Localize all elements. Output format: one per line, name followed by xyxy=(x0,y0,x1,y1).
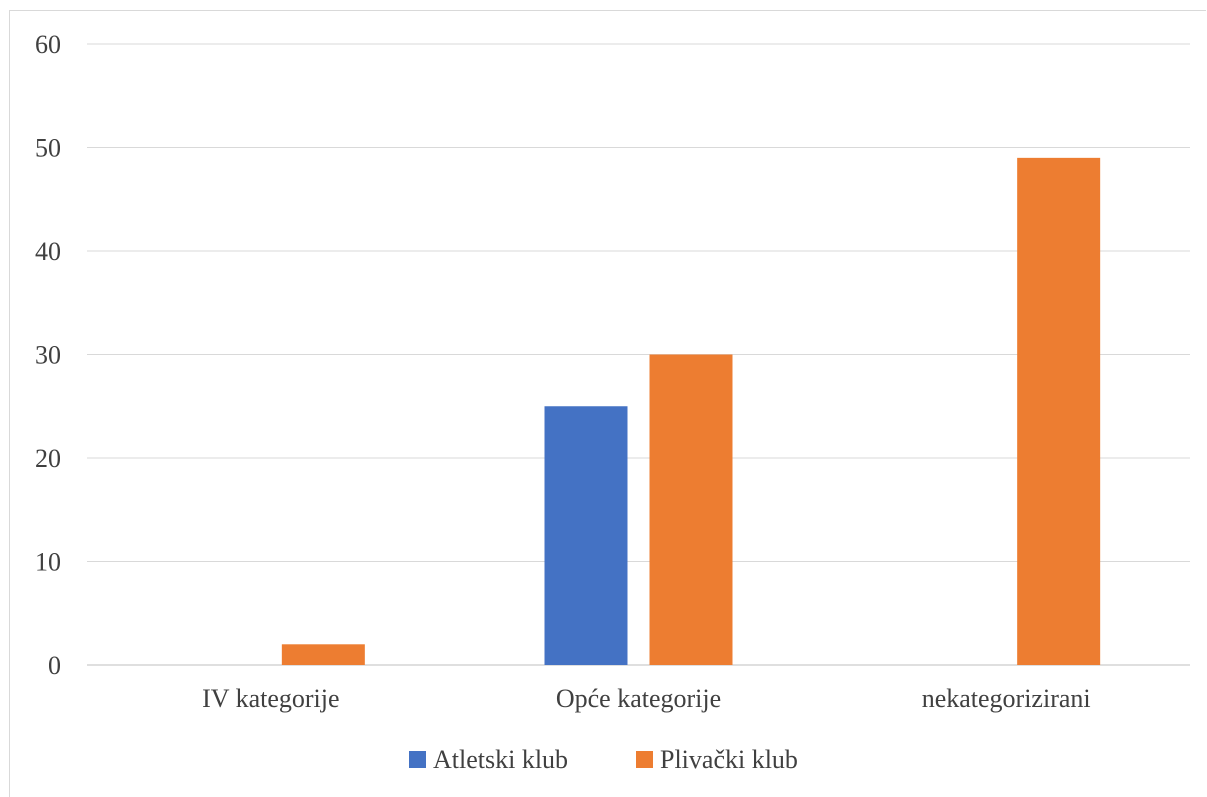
legend-item: Atletski klub xyxy=(409,745,568,774)
y-tick-label: 50 xyxy=(35,134,61,163)
chart-frame xyxy=(9,10,1206,797)
x-tick-label: IV kategorije xyxy=(202,684,339,713)
bars xyxy=(281,157,1101,665)
y-tick-label: 20 xyxy=(35,444,61,473)
y-tick-label: 0 xyxy=(48,651,61,680)
legend-label: Atletski klub xyxy=(433,745,568,774)
x-axis-category-labels: IV kategorije Opće kategorije nekategorizi… xyxy=(202,684,1091,713)
legend: Atletski klub Plivački klub xyxy=(409,745,798,774)
legend-swatch xyxy=(409,751,426,768)
x-tick-label: nekategorizirani xyxy=(922,684,1091,713)
legend-label: Plivački klub xyxy=(660,745,798,774)
bar xyxy=(544,406,628,665)
y-tick-label: 30 xyxy=(35,341,61,370)
x-tick-label: Opće kategorije xyxy=(556,684,721,713)
bar xyxy=(1017,157,1101,665)
gridlines xyxy=(87,43,1190,666)
legend-swatch xyxy=(636,751,653,768)
y-tick-label: 10 xyxy=(35,548,61,577)
bar xyxy=(281,644,365,665)
legend-item: Plivački klub xyxy=(636,745,798,774)
y-tick-label: 40 xyxy=(35,237,61,266)
bar xyxy=(649,354,733,665)
y-axis-tick-labels: 0 10 20 30 40 50 60 xyxy=(35,30,61,680)
y-tick-label: 60 xyxy=(35,30,61,59)
